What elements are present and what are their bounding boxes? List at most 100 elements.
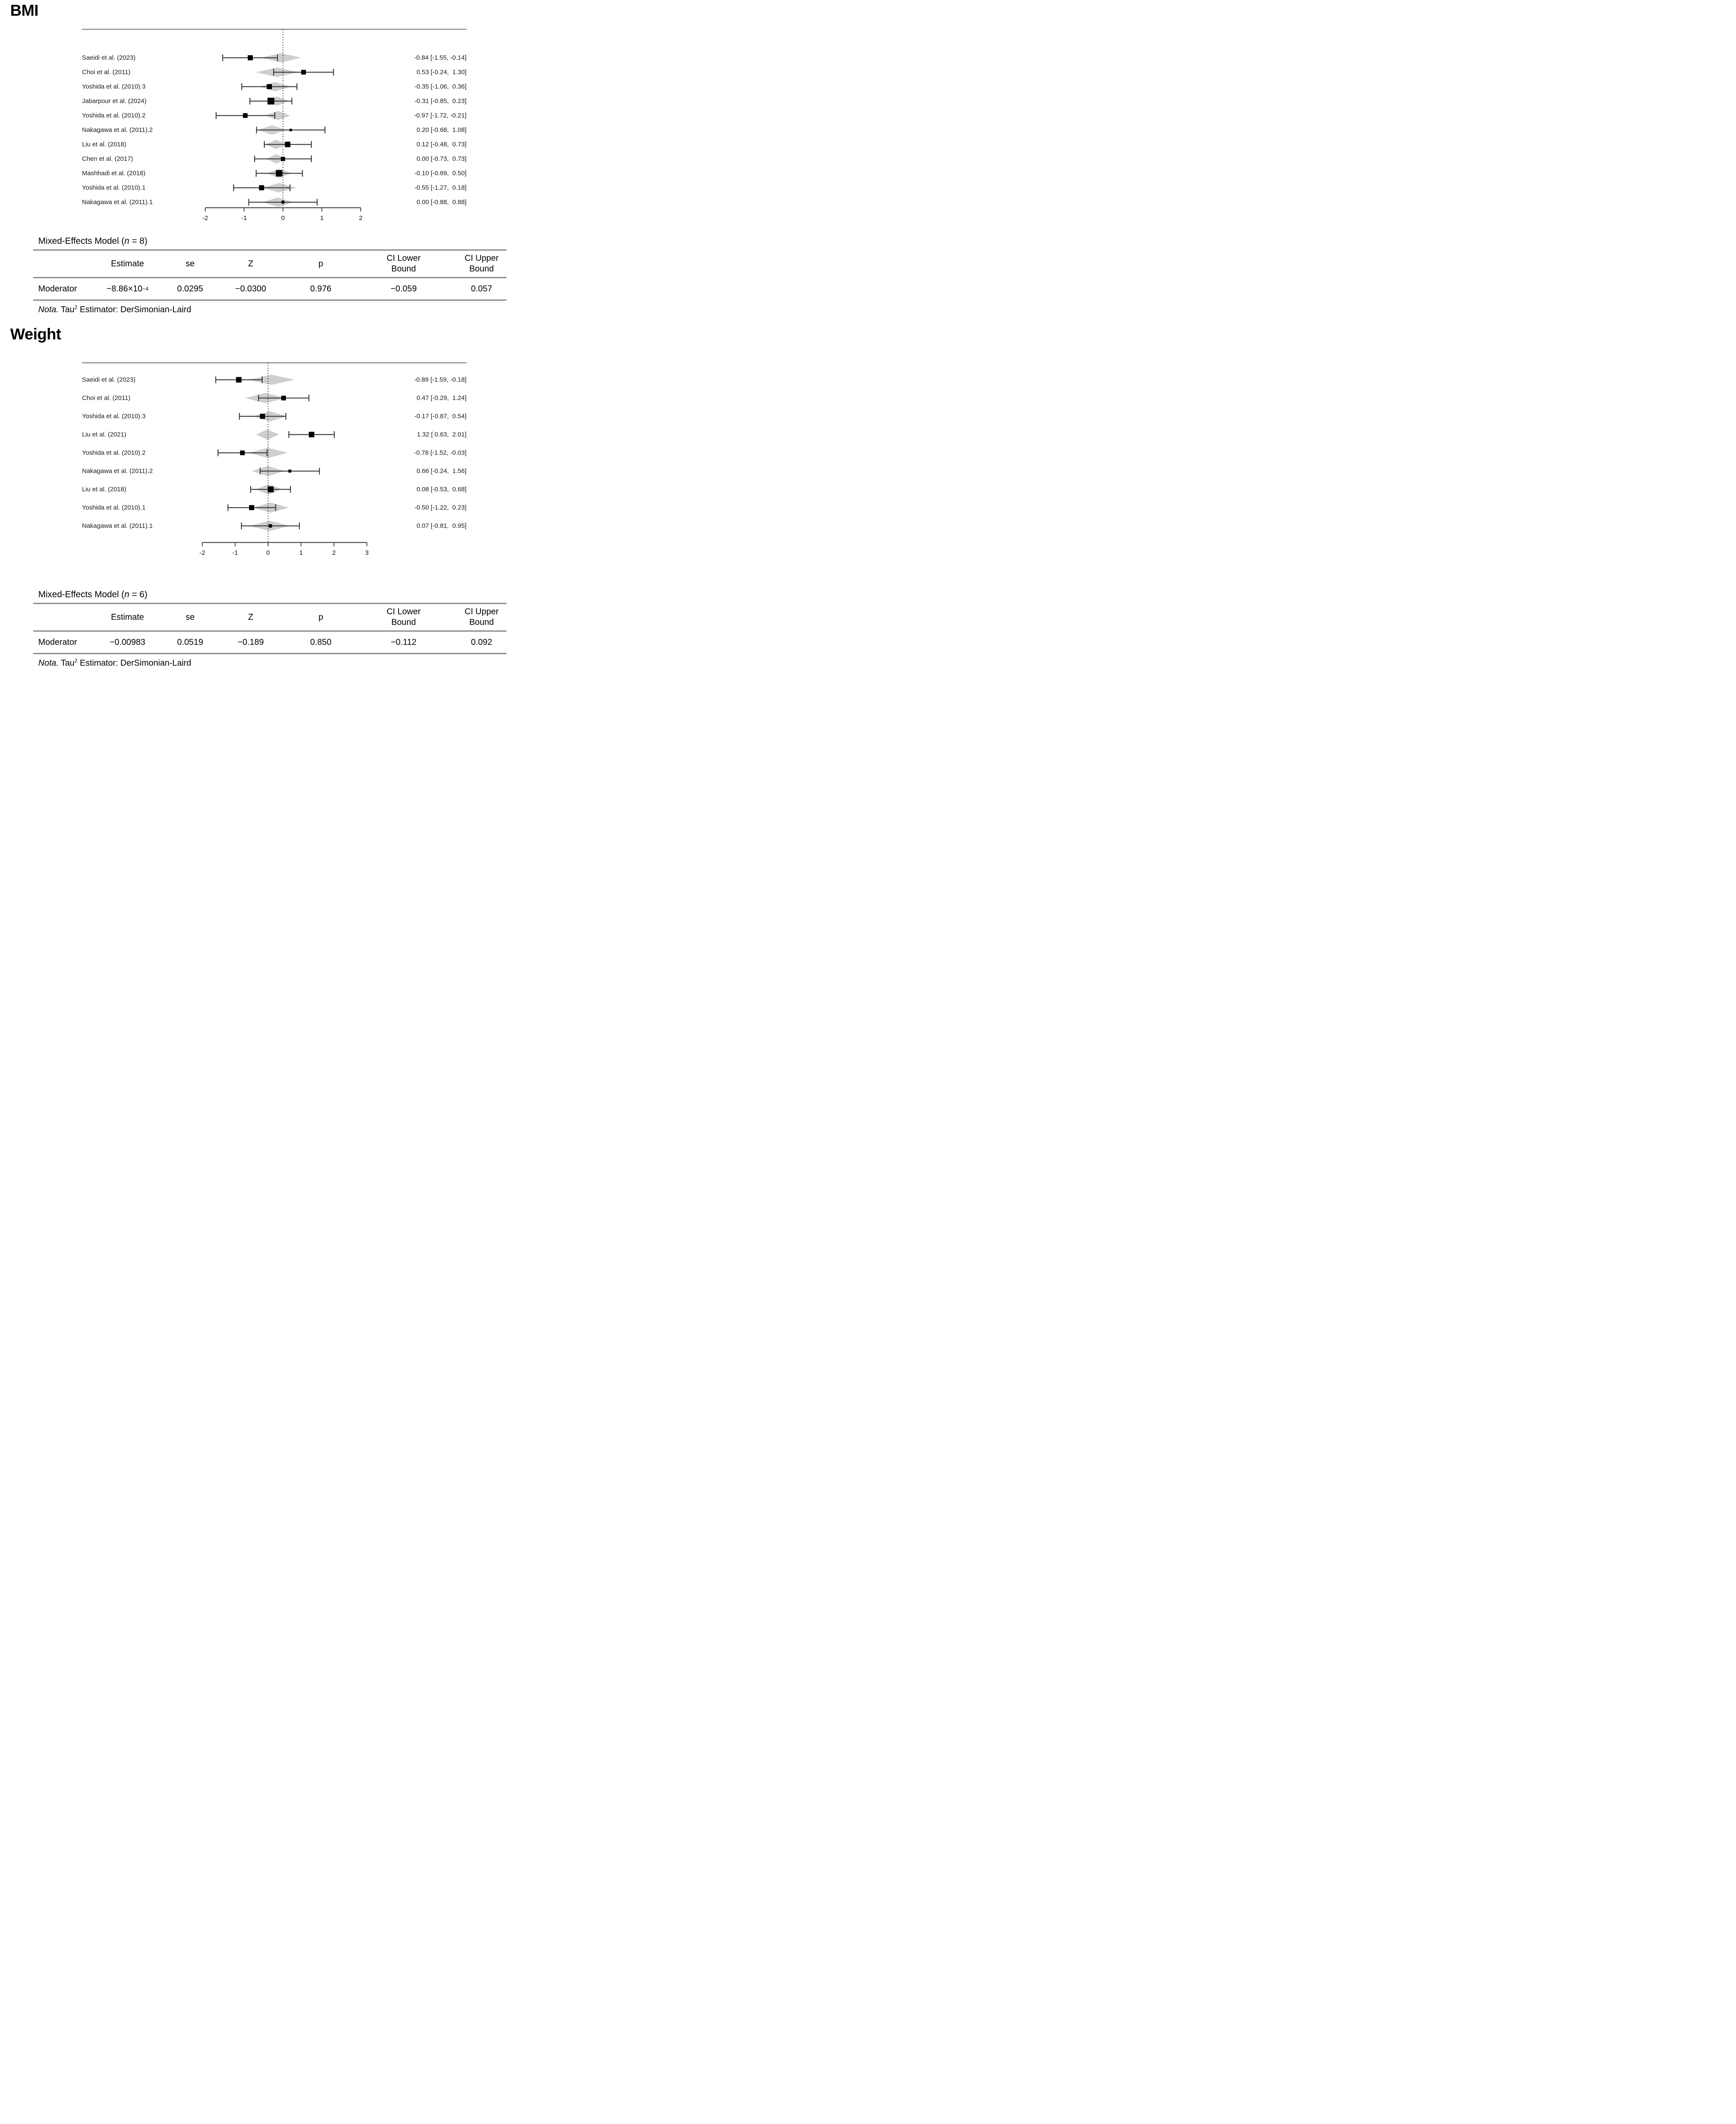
summary-diamond — [265, 111, 291, 120]
study-label: Yoshida et al. (2010).3 — [82, 83, 146, 90]
study-label: Nakagawa et al. (2011).2 — [82, 468, 153, 475]
summary-diamond — [256, 429, 279, 440]
estimate-square — [289, 129, 292, 131]
estimate-square — [267, 98, 274, 105]
ci-lower-header-text: CI Lower Bound — [386, 607, 421, 627]
estimate-ci-text: 0.66 [-0.24, 1.56] — [416, 468, 467, 475]
model-heading-prefix: Mixed-Effects Model ( — [38, 590, 124, 599]
col-ci-upper: CI Upper Bound — [457, 249, 506, 278]
estimate-ci-text: 0.00 [-0.88, 0.88] — [416, 199, 467, 206]
estimate-square — [285, 141, 291, 147]
col-p: p — [291, 603, 351, 632]
estimate-square — [269, 524, 272, 528]
estimate-square — [259, 185, 264, 190]
study-label: Liu et al. (2018) — [82, 486, 126, 493]
note-tau: Tau — [58, 305, 75, 314]
estimate-value: −8.86×10 −4 — [85, 278, 170, 301]
estimate-ci-text: -0.31 [-0.85, 0.23] — [414, 98, 467, 105]
note-superscript: 2 — [74, 304, 78, 311]
axis-tick-label: 3 — [365, 549, 368, 556]
estimate-square — [268, 486, 274, 492]
empty-header-cell — [33, 249, 85, 278]
note-rest: Estimator: DerSimonian-Laird — [77, 305, 192, 314]
estimate-square — [281, 201, 285, 204]
model-heading-prefix: Mixed-Effects Model ( — [38, 236, 124, 246]
estimate-square — [248, 55, 253, 60]
section-title-bmi: BMI — [10, 2, 39, 19]
estimate-ci-text: -0.50 [-1.22, 0.23] — [414, 504, 467, 511]
estimate-ci-text: -0.84 [-1.55, -0.14] — [414, 54, 467, 62]
row-label: Moderator — [33, 632, 85, 654]
estimate-ci-text: 0.08 [-0.53, 0.68] — [416, 486, 467, 493]
estimate-base: −8.86×10 — [106, 284, 143, 294]
study-label: Liu et al. (2021) — [82, 431, 126, 438]
model-n-symbol: n — [124, 236, 130, 246]
col-se: se — [170, 603, 210, 632]
col-z: Z — [210, 603, 291, 632]
estimate-square — [288, 469, 291, 473]
ci-upper-header-text: CI Upper Bound — [464, 254, 499, 274]
estimate-base: −0.00983 — [110, 637, 145, 647]
axis-tick-label: 2 — [332, 549, 336, 556]
axis-tick-label: 1 — [320, 215, 323, 222]
z-value: −0.189 — [210, 632, 291, 654]
row-label: Moderator — [33, 278, 85, 301]
study-label: Nakagawa et al. (2011).2 — [82, 127, 153, 134]
estimate-ci-text: 0.00 [-0.73, 0.73] — [416, 155, 467, 163]
col-ci-lower: CI Lower Bound — [351, 603, 457, 632]
bmi-model-block: Mixed-Effects Model (n = 8) Estimate se … — [0, 236, 519, 315]
estimate-square — [243, 113, 248, 118]
estimate-square — [236, 377, 242, 383]
estimate-ci-text: 0.12 [-0.48, 0.73] — [416, 141, 467, 148]
estimate-ci-text: -0.89 [-1.59, -0.18] — [414, 376, 467, 384]
study-label: Yoshida et al. (2010).3 — [82, 413, 146, 420]
axis-tick-label: -2 — [199, 549, 205, 556]
study-label: Chen et al. (2017) — [82, 155, 133, 163]
estimate-ci-text: 0.53 [-0.24, 1.30] — [416, 69, 467, 76]
estimate-ci-text: -0.78 [-1.52, -0.03] — [414, 449, 467, 457]
study-label: Choi et al. (2011) — [82, 69, 130, 76]
p-value: 0.976 — [291, 278, 351, 301]
col-ci-lower: CI Lower Bound — [351, 249, 457, 278]
weight-model-block: Mixed-Effects Model (n = 6) Estimate se … — [0, 590, 519, 668]
axis-tick-label: 0 — [281, 215, 285, 222]
model-heading: Mixed-Effects Model (n = 8) — [38, 236, 519, 246]
axis-tick-label: 0 — [266, 549, 270, 556]
note-rest: Estimator: DerSimonian-Laird — [77, 658, 192, 668]
tau-estimator-note: Nota. Tau2 Estimator: DerSimonian-Laird — [38, 305, 519, 315]
col-estimate: Estimate — [85, 249, 170, 278]
estimate-ci-text: -0.35 [-1.06, 0.36] — [414, 83, 467, 90]
estimate-ci-text: 0.47 [-0.29, 1.24] — [416, 395, 467, 402]
estimate-square — [260, 414, 265, 419]
study-label: Yoshida et al. (2010).2 — [82, 112, 146, 119]
estimate-ci-text: -0.10 [-0.69, 0.50] — [414, 170, 467, 177]
summary-diamond — [260, 53, 302, 62]
study-label: Liu et al. (2018) — [82, 141, 126, 148]
estimate-ci-text: 1.32 [ 0.63, 2.01] — [417, 431, 467, 438]
model-heading-suffix: = 8) — [129, 236, 147, 246]
study-label: Jabarpour et al. (2024) — [82, 98, 147, 105]
study-label: Choi et al. (2011) — [82, 395, 130, 402]
estimate-square — [281, 395, 286, 401]
estimate-square — [281, 157, 285, 161]
meta-analysis-figure: BMI Saeidi et al. (2023) -0.84 [-1.55, -0… — [0, 0, 519, 672]
study-label: Nakagawa et al. (2011).1 — [82, 523, 153, 530]
study-label: Mashhadi et al. (2018) — [82, 170, 145, 177]
model-n-symbol: n — [124, 590, 130, 599]
ci-lower-value: −0.059 — [351, 278, 457, 301]
estimate-ci-text: -0.55 [-1.27, 0.18] — [414, 184, 467, 192]
col-estimate: Estimate — [85, 603, 170, 632]
moderator-table: Estimate se Z p CI Lower Bound CI Upper … — [33, 249, 506, 301]
axis-tick-label: -1 — [241, 215, 247, 222]
summary-diamond — [248, 375, 294, 385]
estimate-ci-text: 0.07 [-0.81, 0.95] — [416, 523, 467, 530]
weight-forest-plot: Saeidi et al. (2023) -0.89 [-1.59, -0.18]… — [82, 362, 467, 556]
estimate-ci-text: -0.17 [-0.87, 0.54] — [414, 413, 467, 420]
se-value: 0.0295 — [170, 278, 210, 301]
axis-tick-label: -1 — [232, 549, 238, 556]
ci-upper-header-text: CI Upper Bound — [464, 607, 499, 627]
estimate-square — [240, 450, 245, 455]
study-label: Saeidi et al. (2023) — [82, 54, 136, 62]
study-label: Yoshida et al. (2010).1 — [82, 504, 146, 511]
empty-header-cell — [33, 603, 85, 632]
